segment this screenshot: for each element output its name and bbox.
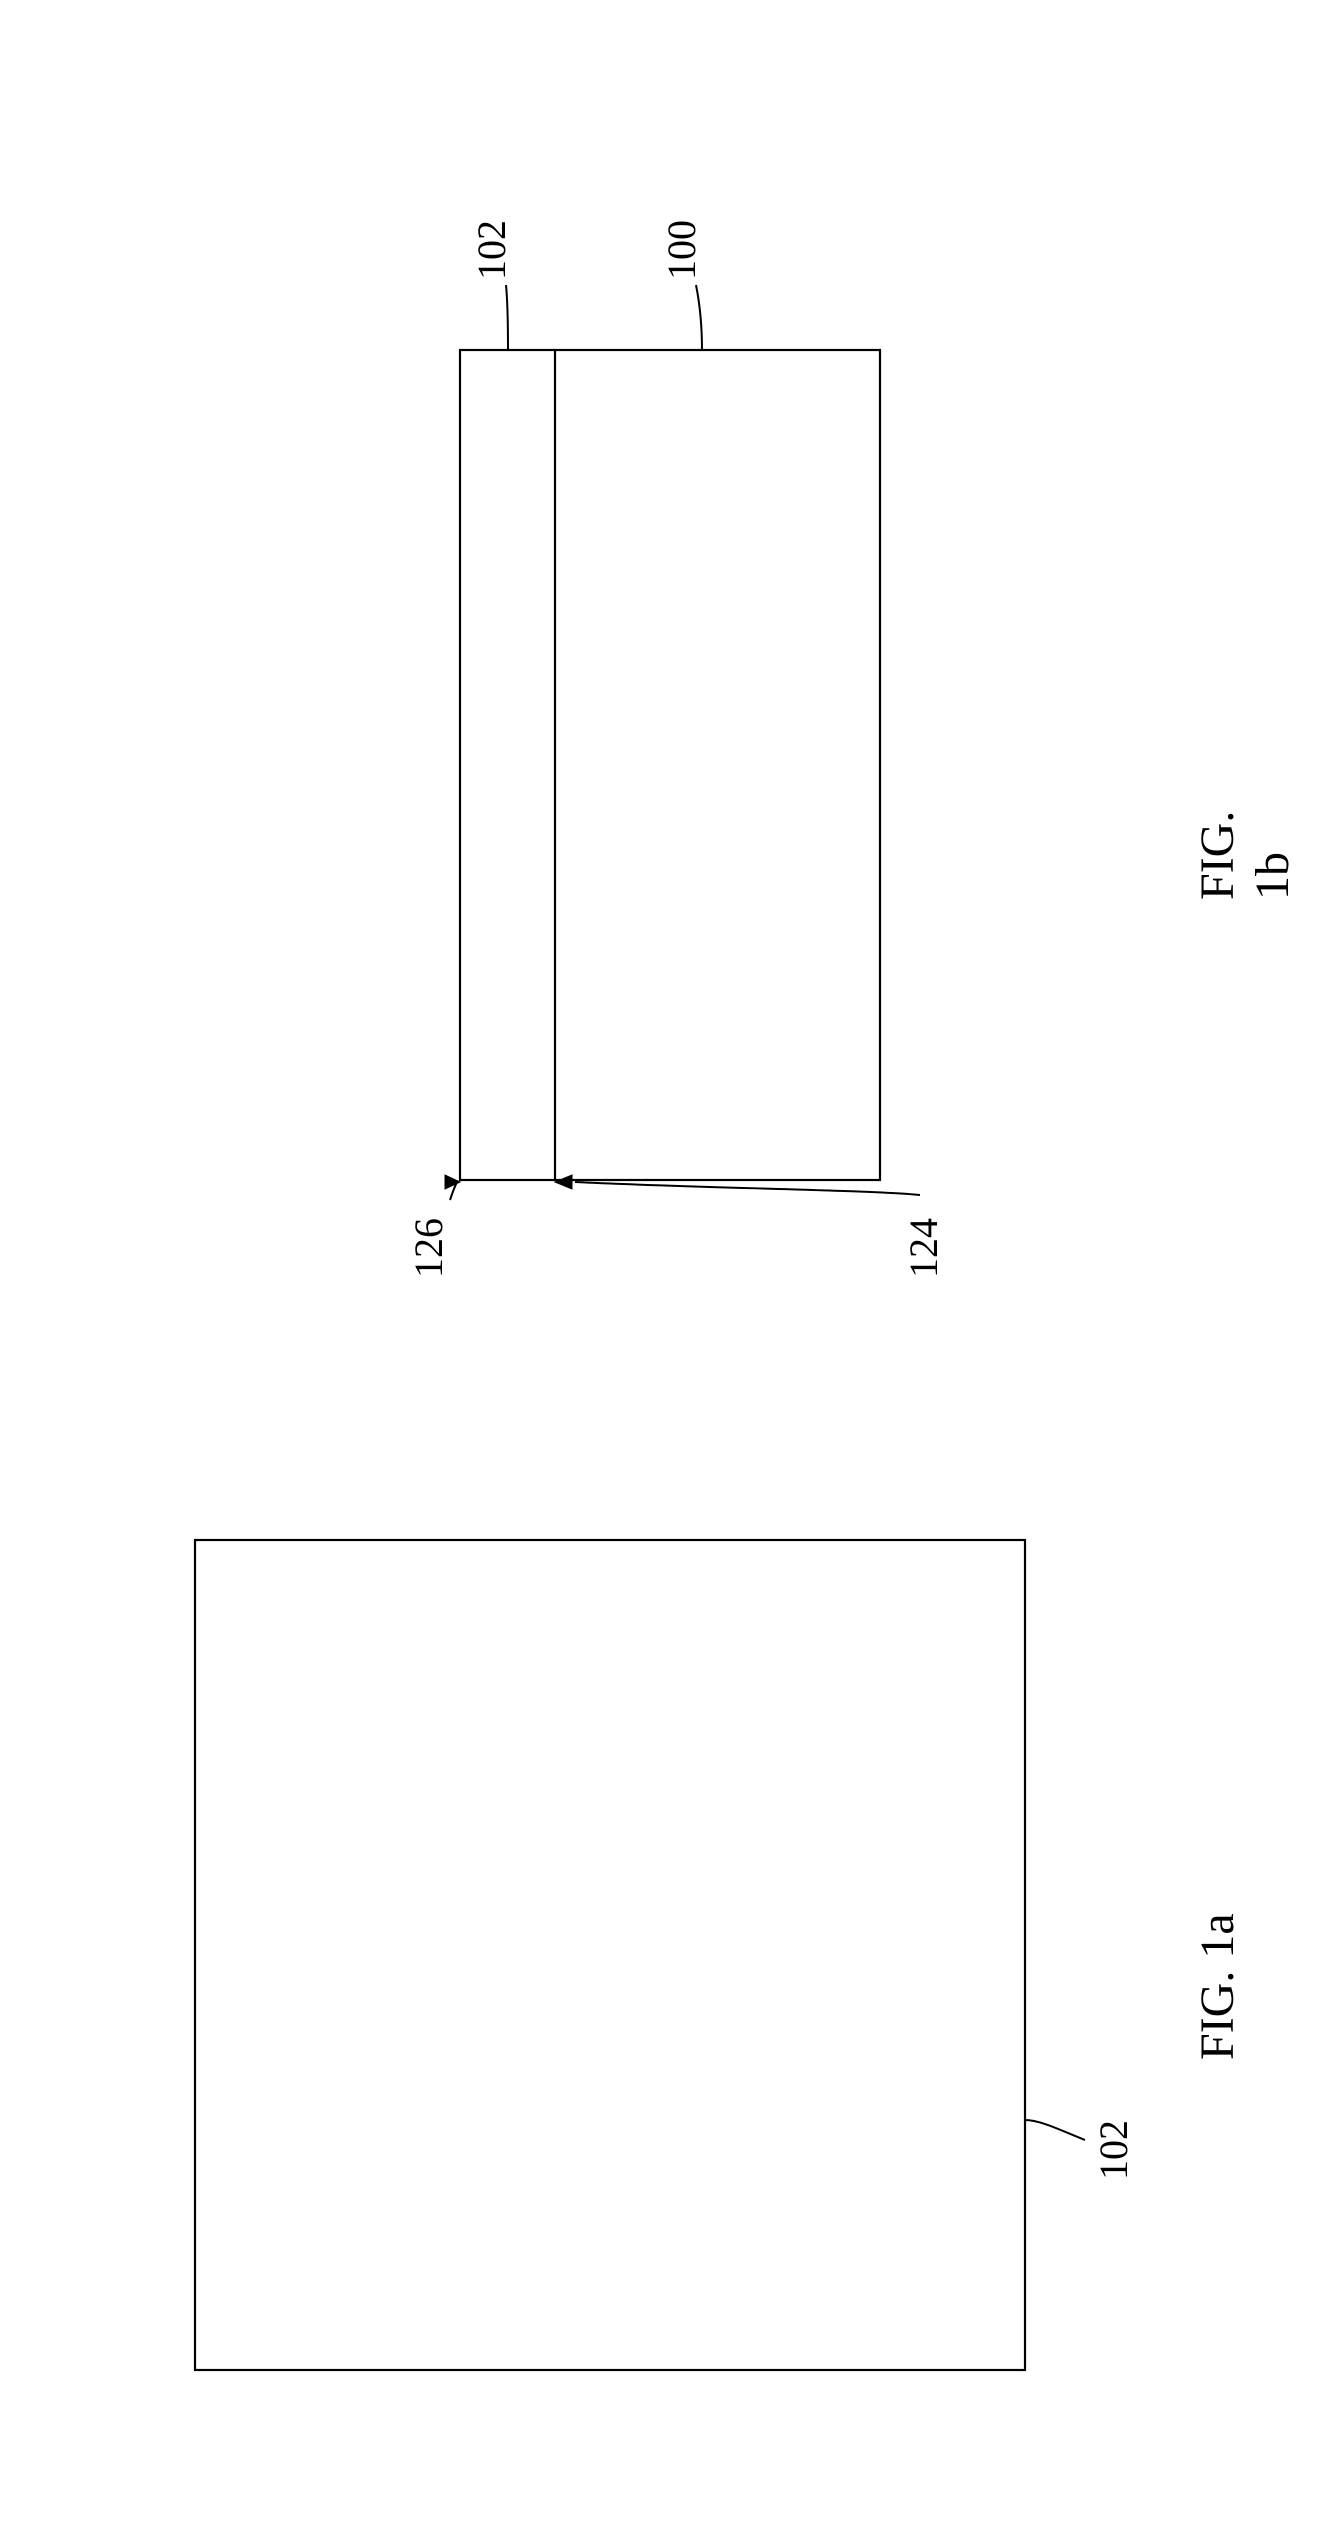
- fig-1b-leader-100: [696, 285, 702, 350]
- fig-1b-label-124: 124: [900, 1218, 947, 1278]
- fig-1b-label-102: 102: [468, 220, 515, 280]
- fig-1b-outer-rect: [460, 350, 880, 1180]
- fig-1b-arrow-124-head: [555, 1175, 572, 1189]
- fig-1b-label-100: 100: [658, 220, 705, 280]
- fig-1b-leader-102: [506, 285, 508, 350]
- fig-1b-drawing: [0, 0, 1327, 2540]
- fig-1b-arrow-126-head: [445, 1175, 460, 1189]
- fig-1b-caption: FIG. 1b: [1190, 811, 1300, 900]
- rotated-canvas: 102 FIG. 1a 126 124 102 100 FIG. 1b: [0, 1213, 1327, 2540]
- fig-1b-arrow-124-curve: [575, 1182, 920, 1195]
- fig-1b-label-126: 126: [405, 1218, 452, 1278]
